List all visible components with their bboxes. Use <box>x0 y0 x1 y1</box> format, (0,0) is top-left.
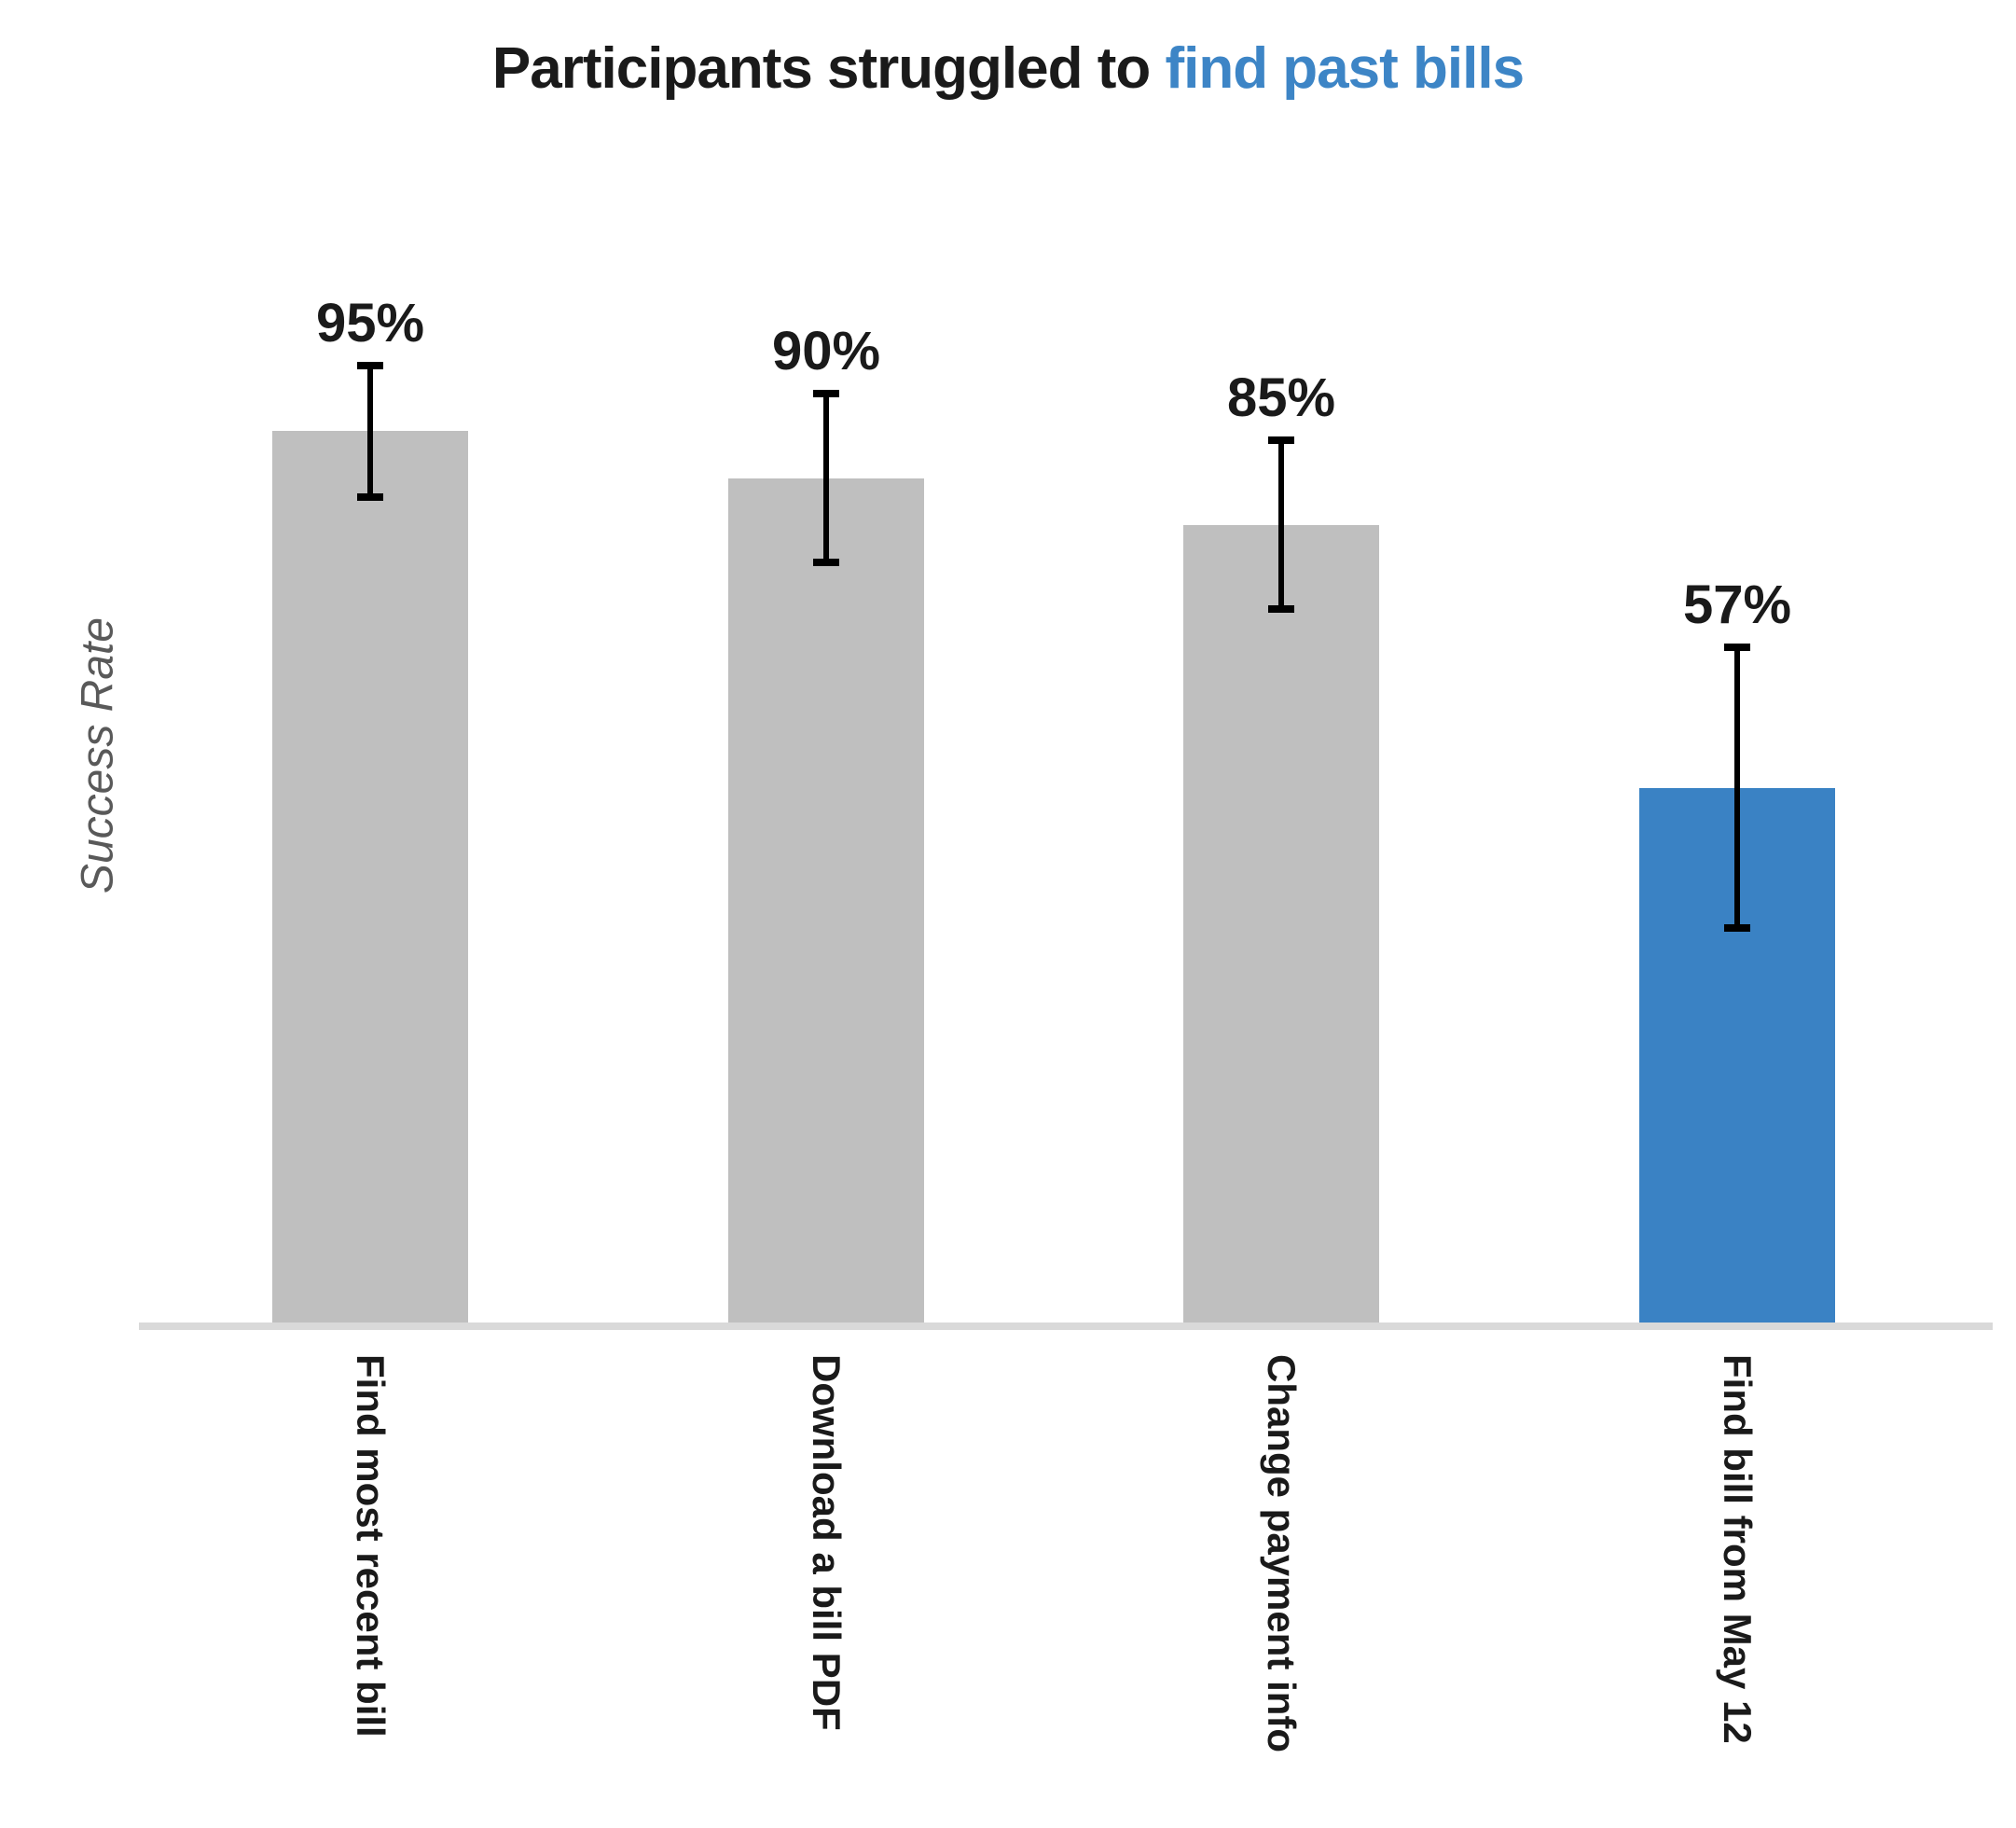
value-label-3: 85% <box>1226 367 1336 429</box>
error-bar-line-3 <box>1278 440 1284 610</box>
value-label-4: 57% <box>1682 574 1792 635</box>
category-label-3: Change payment info <box>1260 1354 1304 1753</box>
chart-title: Participants struggled to find past bill… <box>0 35 2016 102</box>
error-bar-line-1 <box>367 365 373 497</box>
error-bar-top-cap-4 <box>1724 643 1750 651</box>
error-bar-top-cap-2 <box>813 390 839 398</box>
error-bar-top-cap-3 <box>1268 436 1294 445</box>
bar-1 <box>272 431 468 1323</box>
y-axis-label: Success Rate <box>73 616 123 894</box>
chart-title-prefix: Participants struggled to <box>491 36 1166 101</box>
x-axis-line <box>139 1323 1993 1330</box>
error-bar-line-4 <box>1734 646 1740 929</box>
category-label-1: Find most recent bill <box>349 1354 393 1738</box>
bar-2 <box>728 478 924 1323</box>
error-bar-bottom-cap-3 <box>1268 605 1294 614</box>
category-label-2: Download a bill PDF <box>805 1354 849 1731</box>
chart-title-highlight: find past bills <box>1165 36 1525 101</box>
category-label-4: Find bill from May 12 <box>1716 1354 1760 1744</box>
error-bar-bottom-cap-4 <box>1724 924 1750 933</box>
value-label-1: 95% <box>315 292 425 353</box>
error-bar-top-cap-1 <box>357 361 383 369</box>
error-bar-bottom-cap-2 <box>813 559 839 567</box>
error-bar-line-2 <box>823 394 829 563</box>
bar-3 <box>1183 524 1379 1323</box>
error-bar-bottom-cap-1 <box>357 492 383 501</box>
value-label-2: 90% <box>771 321 881 382</box>
